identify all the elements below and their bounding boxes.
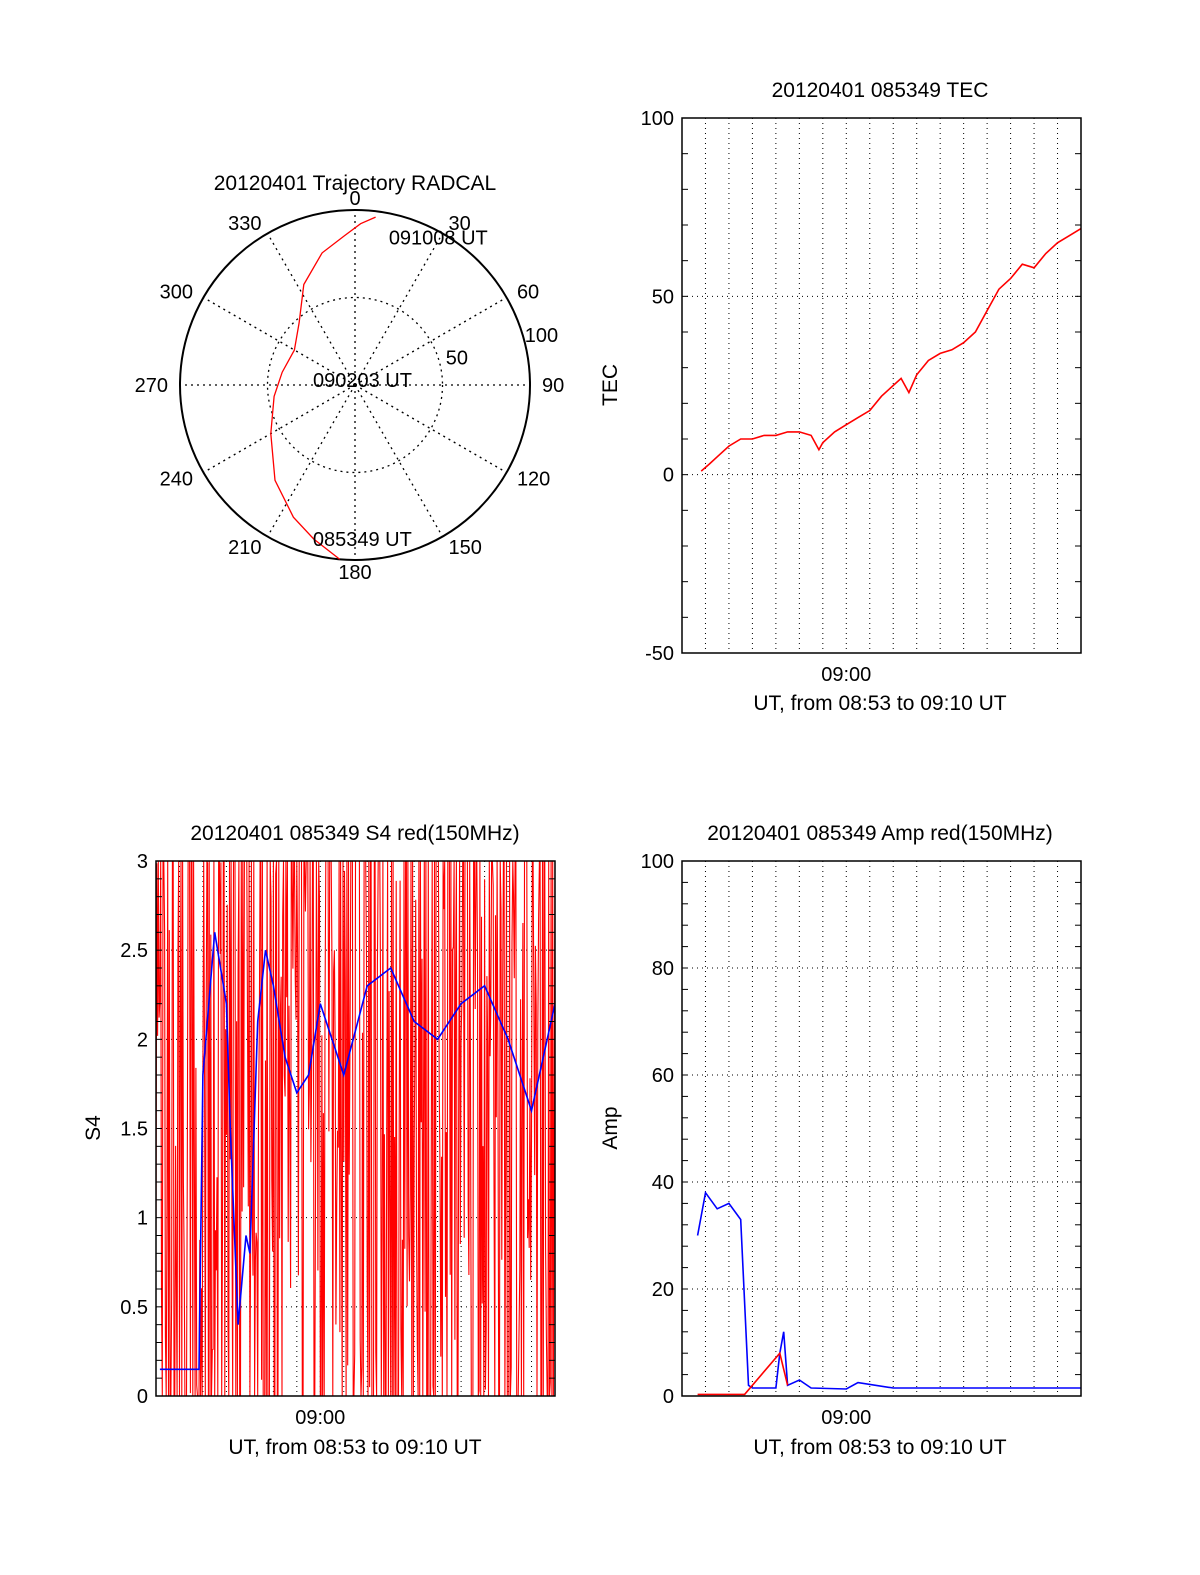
polar-spoke bbox=[354, 384, 507, 474]
amp-chart: 20120401 085349 Amp red(150MHz) 0 20 40 60 8… bbox=[599, 822, 1082, 1459]
y-tick-label: -50 bbox=[645, 643, 674, 665]
series-line bbox=[696, 1190, 1081, 1390]
amp-x-tick-labels: 09:00 bbox=[821, 1407, 871, 1429]
y-tick-label: 1 bbox=[137, 1208, 148, 1230]
y-tick-label: 2 bbox=[137, 1029, 148, 1051]
y-tick-label: 3 bbox=[137, 851, 148, 873]
y-tick-label: 0 bbox=[137, 1386, 148, 1408]
y-tick-label: 0.5 bbox=[120, 1297, 148, 1319]
polar-spoke bbox=[354, 384, 444, 537]
amp-y-tick-labels: 0 20 40 60 80 100 bbox=[641, 851, 674, 1408]
polar-spoke bbox=[266, 384, 356, 537]
polar-radial-label: 100 bbox=[525, 325, 558, 347]
s4-y-tick-labels: 0 0.5 1 1.5 2 2.5 3 bbox=[120, 851, 148, 1408]
tec-series bbox=[700, 227, 1081, 472]
amp-grid bbox=[682, 861, 1081, 1396]
polar-annotation: 085349 UT bbox=[313, 529, 412, 551]
y-tick-label: 0 bbox=[663, 465, 674, 487]
series-line bbox=[697, 1351, 789, 1396]
polar-spoke bbox=[354, 296, 507, 386]
x-tick-label: 09:00 bbox=[821, 1407, 871, 1429]
plot-frame bbox=[155, 860, 556, 1397]
polar-outer-circle bbox=[179, 209, 531, 561]
x-tick-label: 09:00 bbox=[821, 664, 871, 686]
trajectory-polar-plot: 20120401 Trajectory RADCAL 0 30 60 90 120 150… bbox=[135, 172, 565, 584]
polar-azimuth-label: 120 bbox=[517, 469, 550, 491]
polar-annotations: 091008 UT 090203 UT 085349 UT bbox=[313, 228, 488, 551]
polar-azimuth-labels: 0 30 60 90 120 150 180 210 240 270 300 330 bbox=[135, 188, 565, 584]
polar-grid bbox=[180, 210, 530, 560]
polar-azimuth-label: 60 bbox=[517, 282, 539, 304]
amp-series bbox=[696, 1190, 1081, 1396]
x-tick-label: 09:00 bbox=[295, 1407, 345, 1429]
y-tick-label: 100 bbox=[641, 851, 674, 873]
y-tick-label: 1.5 bbox=[120, 1119, 148, 1141]
series-line-noise bbox=[156, 861, 555, 1396]
s4-y-axis-label: S4 bbox=[82, 1115, 105, 1141]
series-line bbox=[700, 227, 1081, 472]
y-tick-label: 0 bbox=[663, 1386, 674, 1408]
polar-trajectory-line bbox=[270, 216, 376, 560]
polar-azimuth-label: 180 bbox=[338, 562, 371, 584]
polar-azimuth-label: 330 bbox=[228, 213, 261, 235]
s4-title: 20120401 085349 S4 red(150MHz) bbox=[190, 822, 519, 845]
amp-y-axis-label: Amp bbox=[599, 1106, 622, 1149]
y-tick-label: 40 bbox=[652, 1172, 674, 1194]
tec-x-tick-labels: 09:00 bbox=[821, 664, 871, 686]
tec-y-tick-labels: -50 0 50 100 bbox=[641, 108, 674, 665]
polar-azimuth-label: 300 bbox=[160, 282, 193, 304]
plot-frame bbox=[681, 860, 1082, 1397]
s4-chart: 20120401 085349 S4 red(150MHz) 0 0.5 1 1.5 2… bbox=[82, 822, 556, 1459]
polar-spoke bbox=[354, 233, 444, 386]
y-tick-label: 80 bbox=[652, 958, 674, 980]
y-tick-label: 2.5 bbox=[120, 940, 148, 962]
polar-azimuth-label: 210 bbox=[228, 537, 261, 559]
polar-title: 20120401 Trajectory RADCAL bbox=[214, 172, 497, 195]
polar-azimuth-label: 90 bbox=[542, 375, 564, 397]
s4-x-tick-labels: 09:00 bbox=[295, 1407, 345, 1429]
tec-title: 20120401 085349 TEC bbox=[772, 79, 989, 102]
polar-azimuth-label: 150 bbox=[449, 537, 482, 559]
polar-annotation: 091008 UT bbox=[389, 228, 488, 250]
amp-title: 20120401 085349 Amp red(150MHz) bbox=[707, 822, 1053, 845]
tec-x-axis-label: UT, from 08:53 to 09:10 UT bbox=[753, 692, 1006, 715]
y-tick-label: 60 bbox=[652, 1065, 674, 1087]
s4-series bbox=[156, 861, 555, 1396]
tec-grid bbox=[682, 118, 1081, 653]
y-tick-label: 100 bbox=[641, 108, 674, 130]
y-tick-label: 50 bbox=[652, 286, 674, 308]
s4-x-axis-label: UT, from 08:53 to 09:10 UT bbox=[228, 1436, 481, 1459]
polar-annotation: 090203 UT bbox=[313, 370, 412, 392]
amp-x-axis-label: UT, from 08:53 to 09:10 UT bbox=[753, 1436, 1006, 1459]
polar-spoke bbox=[203, 384, 356, 474]
polar-spoke bbox=[203, 296, 356, 386]
polar-azimuth-label: 240 bbox=[160, 469, 193, 491]
polar-ring bbox=[266, 296, 444, 474]
polar-radial-label: 50 bbox=[446, 348, 468, 370]
s4-axes bbox=[155, 860, 556, 1397]
polar-azimuth-label: 0 bbox=[349, 188, 360, 210]
tec-y-axis-label: TEC bbox=[599, 364, 622, 406]
amp-axes bbox=[681, 860, 1082, 1397]
polar-azimuth-label: 30 bbox=[449, 213, 471, 235]
series-line bbox=[159, 932, 555, 1371]
tec-chart: 20120401 085349 TEC -50 0 50 100 09:00 UT, … bbox=[599, 79, 1082, 715]
y-tick-label: 20 bbox=[652, 1279, 674, 1301]
polar-azimuth-label: 270 bbox=[135, 375, 168, 397]
polar-series bbox=[270, 216, 376, 560]
polar-spoke bbox=[266, 233, 356, 386]
plot-frame bbox=[681, 117, 1082, 654]
polar-radial-labels: 50 100 bbox=[446, 325, 558, 370]
tec-axes bbox=[681, 117, 1082, 654]
